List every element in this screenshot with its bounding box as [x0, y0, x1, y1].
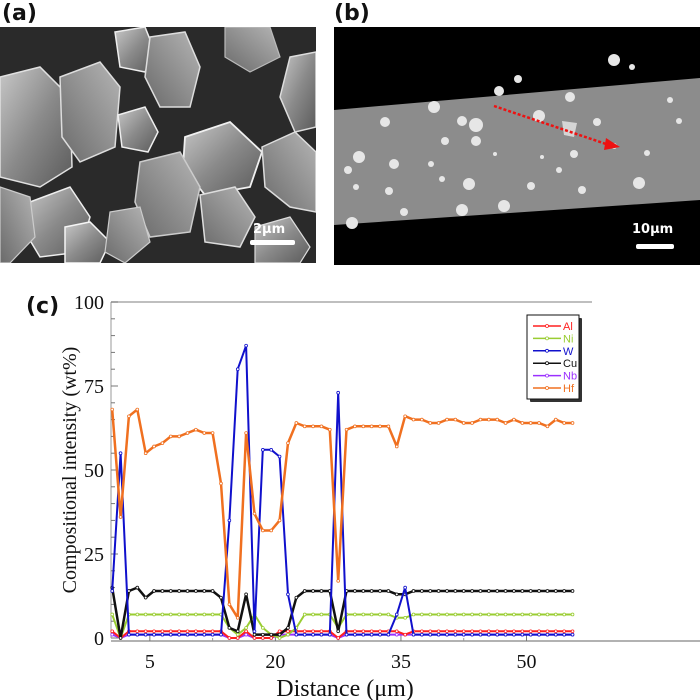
- x-axis-title: Distance (μm): [276, 676, 413, 700]
- panel-b-label: (b): [334, 1, 370, 26]
- legend-label-ni: Ni: [563, 333, 573, 345]
- y-tick-label: 25: [84, 544, 104, 566]
- scalebar-label-b: 10μm: [632, 222, 674, 237]
- x-tick-label: 5: [145, 651, 155, 673]
- scalebar-b: [636, 244, 674, 249]
- panel-a-label: (a): [2, 1, 37, 26]
- legend-label-cu: Cu: [563, 358, 577, 370]
- scalebar-a: [250, 240, 295, 245]
- y-tick-label: 50: [84, 460, 104, 482]
- y-tick-label: 75: [84, 376, 104, 398]
- x-tick-label: 20: [265, 651, 285, 673]
- crystal-micrograph: [0, 27, 316, 263]
- y-tick-label: 100: [74, 292, 104, 314]
- legend-label-w: W: [563, 346, 574, 358]
- series-hf: [110, 407, 575, 620]
- sem-image-cross-section: 10μm: [334, 27, 700, 265]
- panel-c-label: (c): [26, 294, 60, 319]
- legend-label-hf: Hf: [563, 383, 575, 395]
- x-tick-label: 50: [517, 651, 537, 673]
- x-tick-label: 35: [391, 651, 411, 673]
- sem-image-crystals: 2μm: [0, 27, 316, 263]
- y-axis-title: Compositional intensity (wt%): [59, 347, 81, 594]
- legend-label-nb: Nb: [563, 371, 577, 383]
- series-layer: [110, 343, 575, 640]
- cross-section-micrograph: [334, 27, 700, 265]
- y-tick-label: 0: [94, 628, 104, 650]
- arrow-head-icon: [604, 138, 620, 150]
- series-ni: [110, 612, 575, 640]
- series-cu: [110, 585, 575, 640]
- axes: 0 25 50 75 100 5 20 35 50: [74, 292, 537, 673]
- scalebar-label-a: 2μm: [253, 222, 286, 237]
- legend-label-al: Al: [563, 321, 573, 333]
